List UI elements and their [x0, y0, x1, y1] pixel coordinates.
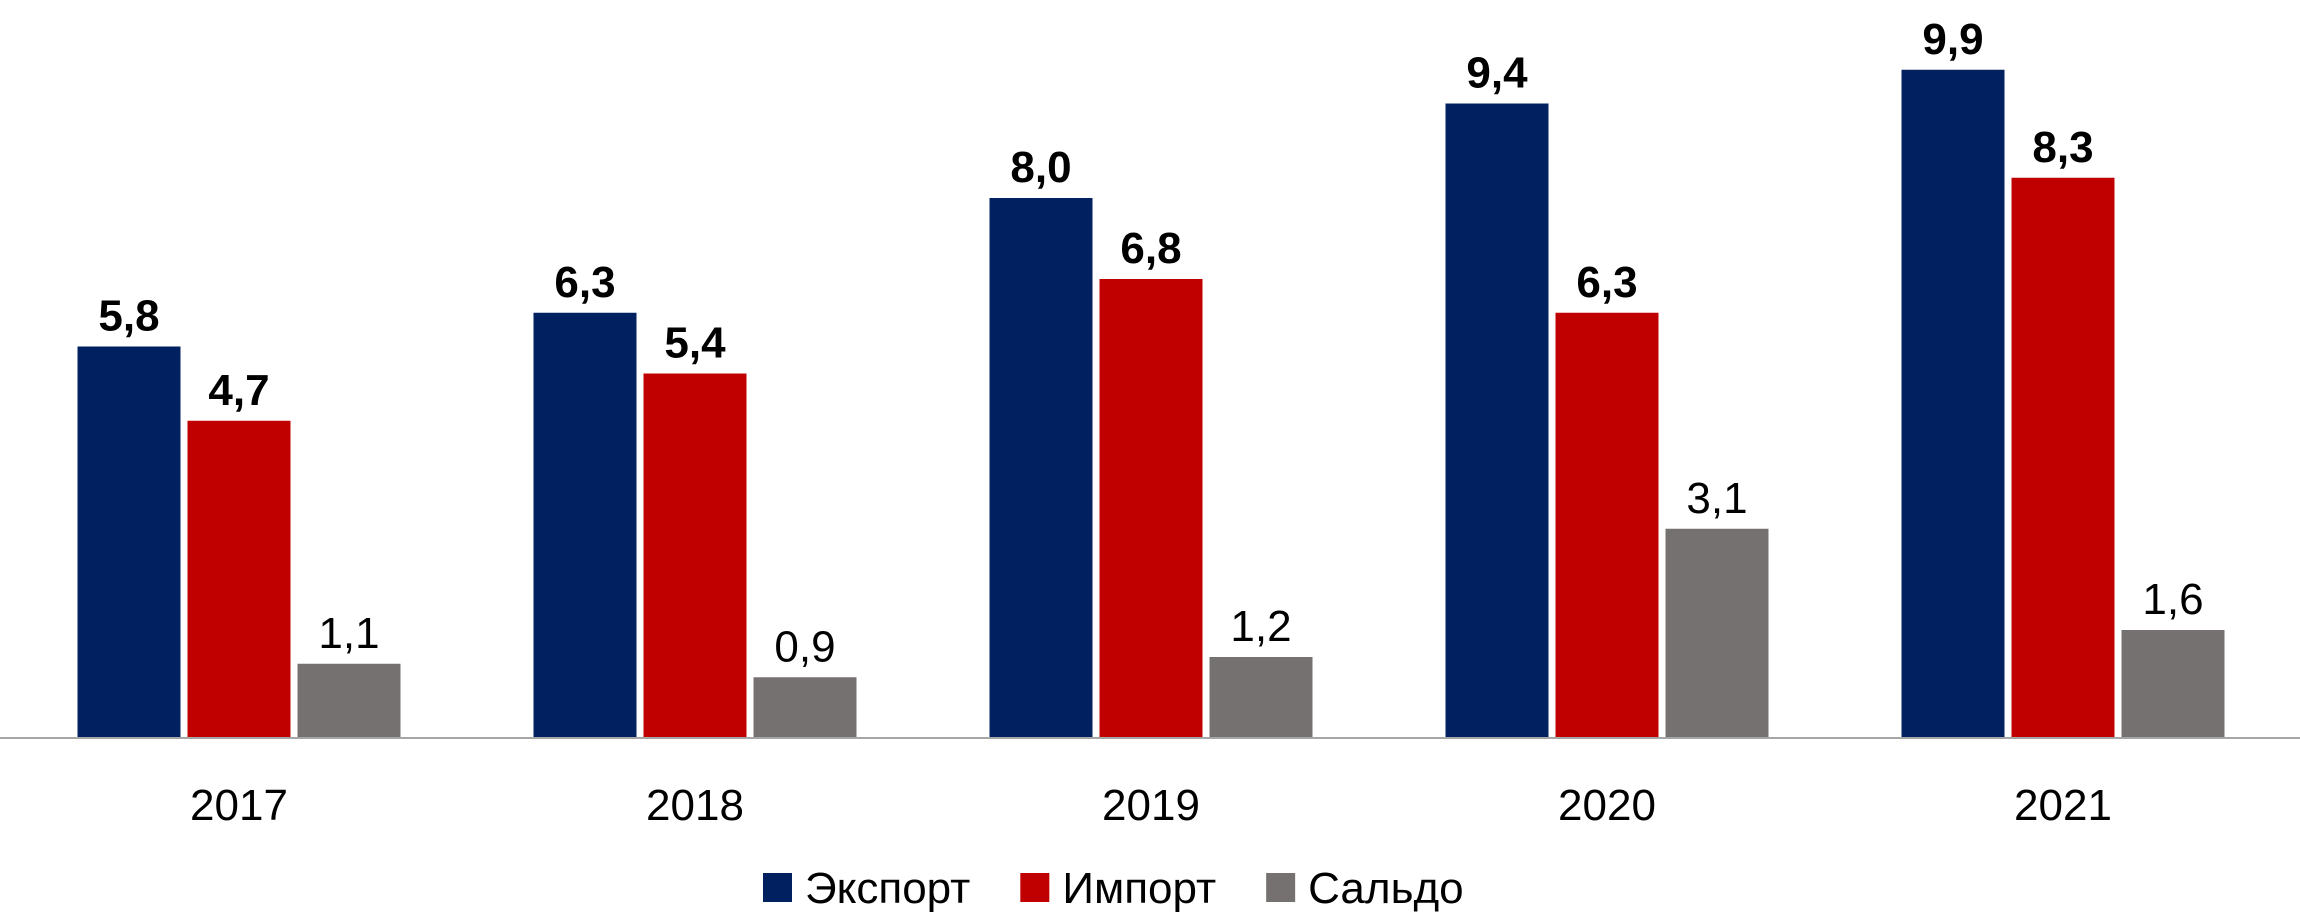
legend-label: Импорт	[1062, 864, 1216, 913]
bar	[2011, 177, 2115, 738]
x-tick-label: 2019	[1102, 781, 1200, 830]
value-label: 5,8	[98, 292, 159, 341]
x-tick-label: 2021	[2014, 781, 2112, 830]
bar	[1901, 69, 2005, 738]
value-label: 1,6	[2142, 575, 2203, 624]
value-label: 9,9	[1922, 15, 1983, 64]
bar	[1099, 279, 1203, 738]
value-label: 6,8	[1120, 224, 1181, 273]
value-label: 3,1	[1686, 474, 1747, 523]
value-label: 5,4	[664, 319, 726, 368]
x-tick-label: 2020	[1558, 781, 1656, 830]
bar	[297, 663, 401, 738]
value-label: 1,1	[318, 609, 379, 658]
bar	[753, 677, 857, 738]
bar	[989, 198, 1093, 738]
legend-label: Сальдо	[1308, 864, 1463, 913]
bar	[1209, 657, 1313, 738]
value-label: 0,9	[774, 622, 835, 671]
x-tick-label: 2018	[646, 781, 744, 830]
bar	[2121, 630, 2225, 738]
bar	[1445, 103, 1549, 738]
legend-swatch	[763, 873, 792, 902]
x-tick-label: 2017	[190, 781, 288, 830]
value-label: 8,3	[2032, 123, 2093, 172]
value-label: 8,0	[1010, 143, 1071, 192]
bar	[187, 420, 291, 738]
legend-swatch	[1266, 873, 1296, 902]
value-label: 6,3	[554, 258, 615, 307]
legend-label: Экспорт	[805, 864, 970, 913]
bar	[77, 346, 181, 738]
value-label: 1,2	[1230, 602, 1291, 651]
value-label: 4,7	[208, 366, 269, 415]
legend-swatch	[1020, 873, 1050, 902]
bar	[643, 373, 747, 738]
bar	[1555, 312, 1659, 738]
value-label: 9,4	[1466, 49, 1528, 98]
bar	[533, 312, 637, 738]
value-label: 6,3	[1576, 258, 1637, 307]
bar	[1665, 528, 1769, 738]
